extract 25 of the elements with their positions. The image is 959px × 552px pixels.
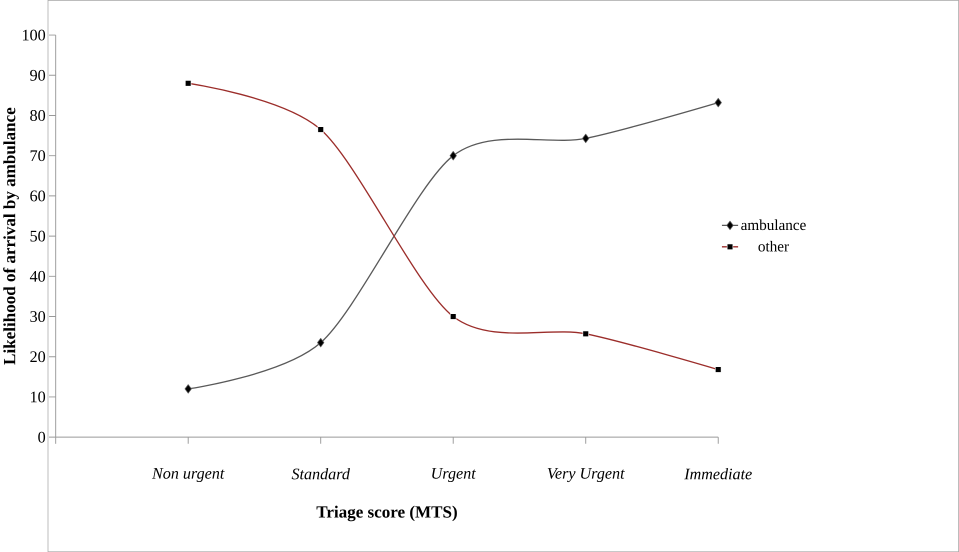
y-tick-label: 60 xyxy=(30,190,46,202)
x-tick-label: Standard xyxy=(292,468,350,480)
y-tick-label: 80 xyxy=(30,110,46,121)
x-tick-label: Non urgent xyxy=(152,468,225,482)
y-tick-label: 10 xyxy=(31,391,46,402)
x-tick-label: Very Urgent xyxy=(548,468,625,482)
y-tick-label: 30 xyxy=(30,311,46,322)
y-tick-label: 0 xyxy=(38,432,46,443)
y-tick-label: 100 xyxy=(22,30,46,40)
point xyxy=(714,98,722,108)
y-tick-label: 50 xyxy=(30,230,46,242)
point xyxy=(450,151,457,160)
legend-label: ambulance xyxy=(741,219,806,230)
point xyxy=(184,384,192,394)
point xyxy=(582,134,590,144)
y-tick-label: 20 xyxy=(30,351,46,362)
y-tick-label: 40 xyxy=(30,270,46,282)
x-tick-label: Immediate xyxy=(684,468,752,480)
x-axis-title: Triage score (MTS) xyxy=(316,506,457,522)
y-tick-label: 90 xyxy=(30,70,46,81)
x-tick-label: Urgent xyxy=(432,468,476,482)
y-tick-label: 70 xyxy=(30,150,46,162)
point xyxy=(317,338,324,348)
legend-label: other xyxy=(758,240,789,252)
y-axis-title: Likelihood of arrival by ambulance xyxy=(3,108,19,365)
